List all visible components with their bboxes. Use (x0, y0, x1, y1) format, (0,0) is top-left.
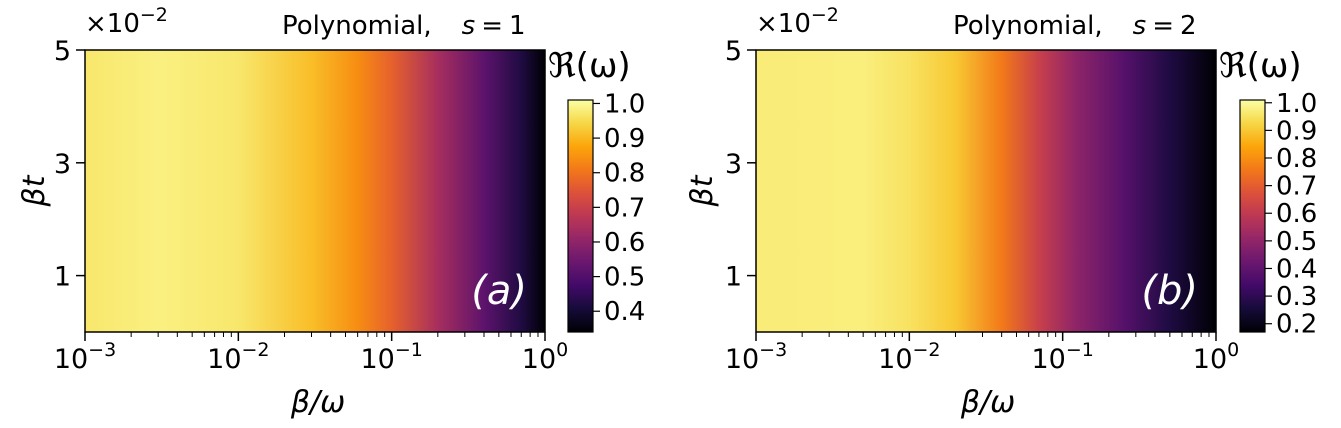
panel-a: 10−3 10−2 10−1 100 1 3 5 ×10−2 Polynomial, s = 1… (17, 4, 645, 420)
colorbar-label: ℜ(ω) (548, 46, 631, 86)
y-tick-label: 3 (725, 149, 742, 180)
y-multiplier: ×10−2 (756, 4, 839, 39)
x-axis: 10−3 10−2 10−1 100 (725, 332, 1239, 375)
y-multiplier: ×10−2 (85, 4, 168, 39)
colorbar-tick-label: 0.9 (604, 124, 645, 154)
x-axis-label: β/ω (960, 385, 1015, 420)
colorbar-tick-label: 0.4 (1276, 254, 1317, 284)
x-tick-label: 10−2 (207, 339, 269, 375)
colorbar-frame (567, 99, 594, 333)
colorbar-tick-label: 1.0 (604, 89, 645, 119)
colorbar-tick-label: 0.7 (1276, 172, 1317, 202)
y-axis-label: βt (17, 174, 52, 207)
heatmap-plot-area (85, 50, 545, 332)
plot-frame (84, 49, 546, 333)
colorbar-tick-label: 0.8 (604, 159, 645, 189)
x-tick-label: 10−1 (360, 339, 422, 375)
colorbar (1240, 100, 1265, 332)
plot-frame (755, 49, 1217, 333)
colorbar-tick-label: 1.0 (1276, 89, 1317, 119)
colorbar-tick-label: 0.5 (604, 263, 645, 293)
colorbar-tick-label: 0.7 (604, 193, 645, 223)
x-tick-label: 100 (1193, 339, 1239, 375)
y-tick-label: 1 (54, 262, 71, 293)
y-axis: 1 3 5 (725, 36, 756, 293)
y-tick-label: 5 (54, 36, 71, 67)
y-axis-label: βt (685, 174, 720, 207)
colorbar-tick-label: 0.6 (1276, 199, 1317, 229)
panel-label: (a) (471, 268, 527, 314)
panel-b: 10−3 10−2 10−1 100 1 3 5 ×10−2 Polynomial, s = 2… (685, 4, 1317, 420)
x-tick-label: 10−2 (878, 339, 940, 375)
colorbar-tick-label: 0.5 (1276, 227, 1317, 257)
x-axis: 10−3 10−2 10−1 100 (54, 332, 568, 375)
y-tick-label: 3 (54, 149, 71, 180)
colorbar-tick-label: 0.4 (604, 297, 645, 327)
chart-title: Polynomial, s = 1 (282, 11, 526, 41)
heatmap-plot-area (756, 50, 1216, 332)
colorbar-ticks: 0.20.30.40.50.60.70.80.91.0 (1265, 89, 1317, 340)
y-tick-label: 5 (725, 36, 742, 67)
colorbar-tick-label: 0.8 (1276, 144, 1317, 174)
y-tick-label: 1 (725, 262, 742, 293)
x-tick-label: 100 (522, 339, 568, 375)
x-tick-label: 10−1 (1031, 339, 1093, 375)
x-tick-label: 10−3 (54, 339, 116, 375)
colorbar-tick-label: 0.9 (1276, 116, 1317, 146)
colorbar (568, 100, 593, 332)
x-tick-label: 10−3 (725, 339, 787, 375)
colorbar-label: ℜ(ω) (1219, 46, 1302, 86)
y-axis: 1 3 5 (54, 36, 85, 293)
chart-title: Polynomial, s = 2 (953, 11, 1197, 41)
colorbar-tick-label: 0.3 (1276, 282, 1317, 312)
colorbar-ticks: 0.4 0.5 0.6 0.7 0.8 0.9 1.0 (593, 89, 645, 327)
panel-label: (b) (1141, 268, 1198, 314)
colorbar-frame (1239, 99, 1266, 333)
x-axis-label: β/ω (290, 385, 345, 420)
colorbar-tick-label: 0.6 (604, 228, 645, 258)
colorbar-tick-label: 0.2 (1276, 310, 1317, 340)
